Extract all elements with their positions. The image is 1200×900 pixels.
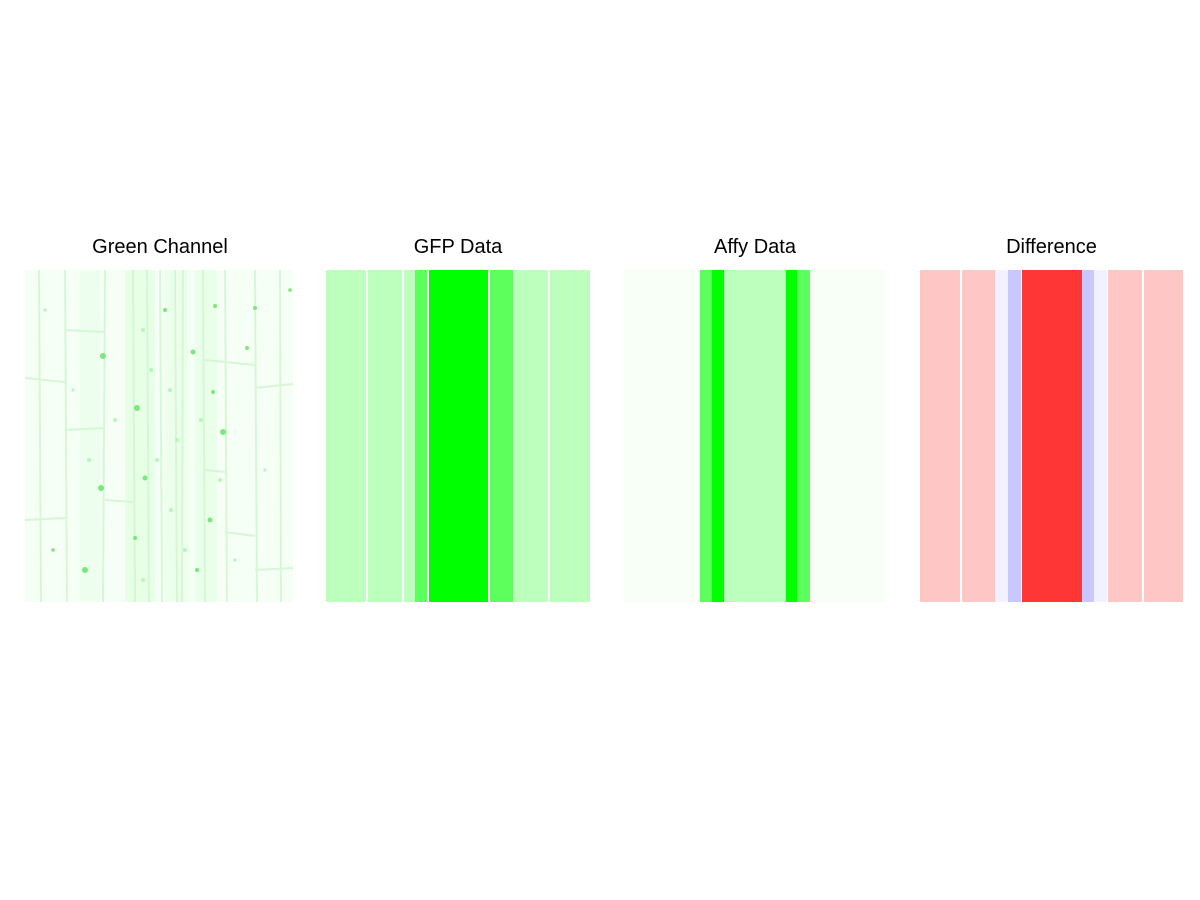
difference-band: [920, 270, 960, 602]
affy-data-heatmap: [624, 270, 886, 602]
affy-data-title: Affy Data: [714, 236, 796, 258]
gfp-band: [415, 270, 427, 602]
difference-title: Difference: [1006, 236, 1097, 258]
green-channel-title: Green Channel: [92, 236, 228, 258]
affy-band: [624, 270, 700, 602]
gfp-data-title: GFP Data: [413, 236, 503, 258]
affy-band: [786, 270, 797, 602]
difference-band: [1008, 270, 1021, 602]
gfp-band: [404, 270, 415, 602]
difference-heatmap: [920, 270, 1183, 602]
difference-band: [1094, 270, 1107, 602]
gfp-band: [326, 270, 366, 602]
affy-band: [797, 270, 810, 602]
gfp-band: [550, 270, 590, 602]
gfp-band: [368, 270, 402, 602]
difference-band: [1144, 270, 1183, 602]
gfp-band: [490, 270, 501, 602]
difference-band: [1022, 270, 1082, 602]
difference-band: [1082, 270, 1094, 602]
green-channel-image: [25, 270, 294, 602]
gfp-band: [429, 270, 488, 602]
gfp-data-heatmap: [326, 270, 590, 602]
gfp-band: [514, 270, 548, 602]
difference-band: [1108, 270, 1142, 602]
gfp-band: [501, 270, 513, 602]
affy-band: [700, 270, 712, 602]
affy-band: [810, 270, 886, 602]
difference-band: [995, 270, 1008, 602]
affy-band: [712, 270, 724, 602]
affy-band: [724, 270, 786, 602]
difference-band: [962, 270, 995, 602]
